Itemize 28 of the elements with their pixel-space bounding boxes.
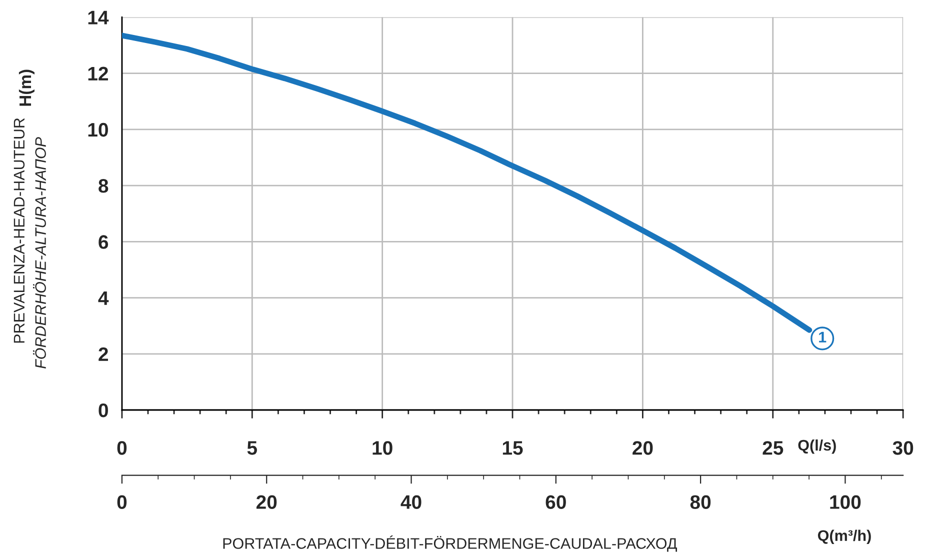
x-tick-label: 15 <box>502 441 523 455</box>
x-tick-label: 10 <box>372 441 392 455</box>
y-tick-label: 0 <box>98 403 108 418</box>
x-tick-label: 0 <box>117 441 127 455</box>
x2-axis-title: Q(m³/h) <box>818 530 871 544</box>
x2-tick-label: 100 <box>830 495 861 509</box>
x-tick-label: 30 <box>892 441 914 455</box>
y-tick-label: 8 <box>98 179 108 193</box>
x2-tick-label: 60 <box>546 495 566 509</box>
y-tick-label: 4 <box>98 291 109 305</box>
y-tick-label: 10 <box>88 122 108 137</box>
x2-tick-label: 20 <box>256 495 277 509</box>
x2-tick-label: 0 <box>117 495 127 509</box>
y-tick-label: 6 <box>98 235 108 249</box>
text: PORTATA-CAPACITY-DÉBIT-FÖRDERMENGE-CAUDAL-РАСХОД <box>223 535 677 552</box>
x2-tick-label: 80 <box>690 495 711 509</box>
text: FÖRDERHÖHE-ALTURA-НАПОР <box>33 137 46 369</box>
x-tick-label: 25 <box>762 441 784 455</box>
text: PREVALENZA-HEAD-HAUTEUR <box>14 118 25 343</box>
y-axis-title: H(m) <box>18 70 34 106</box>
x-tick-label: 20 <box>632 441 653 455</box>
y-tick-label: 14 <box>88 10 109 24</box>
y-tick-label: 2 <box>98 347 108 361</box>
annotation: 1 <box>819 332 826 342</box>
x-axis-title: Q(l/s) <box>798 439 836 454</box>
x2-tick-label: 40 <box>400 495 422 509</box>
x-tick-label: 5 <box>247 441 258 455</box>
y-tick-label: 12 <box>88 66 108 80</box>
